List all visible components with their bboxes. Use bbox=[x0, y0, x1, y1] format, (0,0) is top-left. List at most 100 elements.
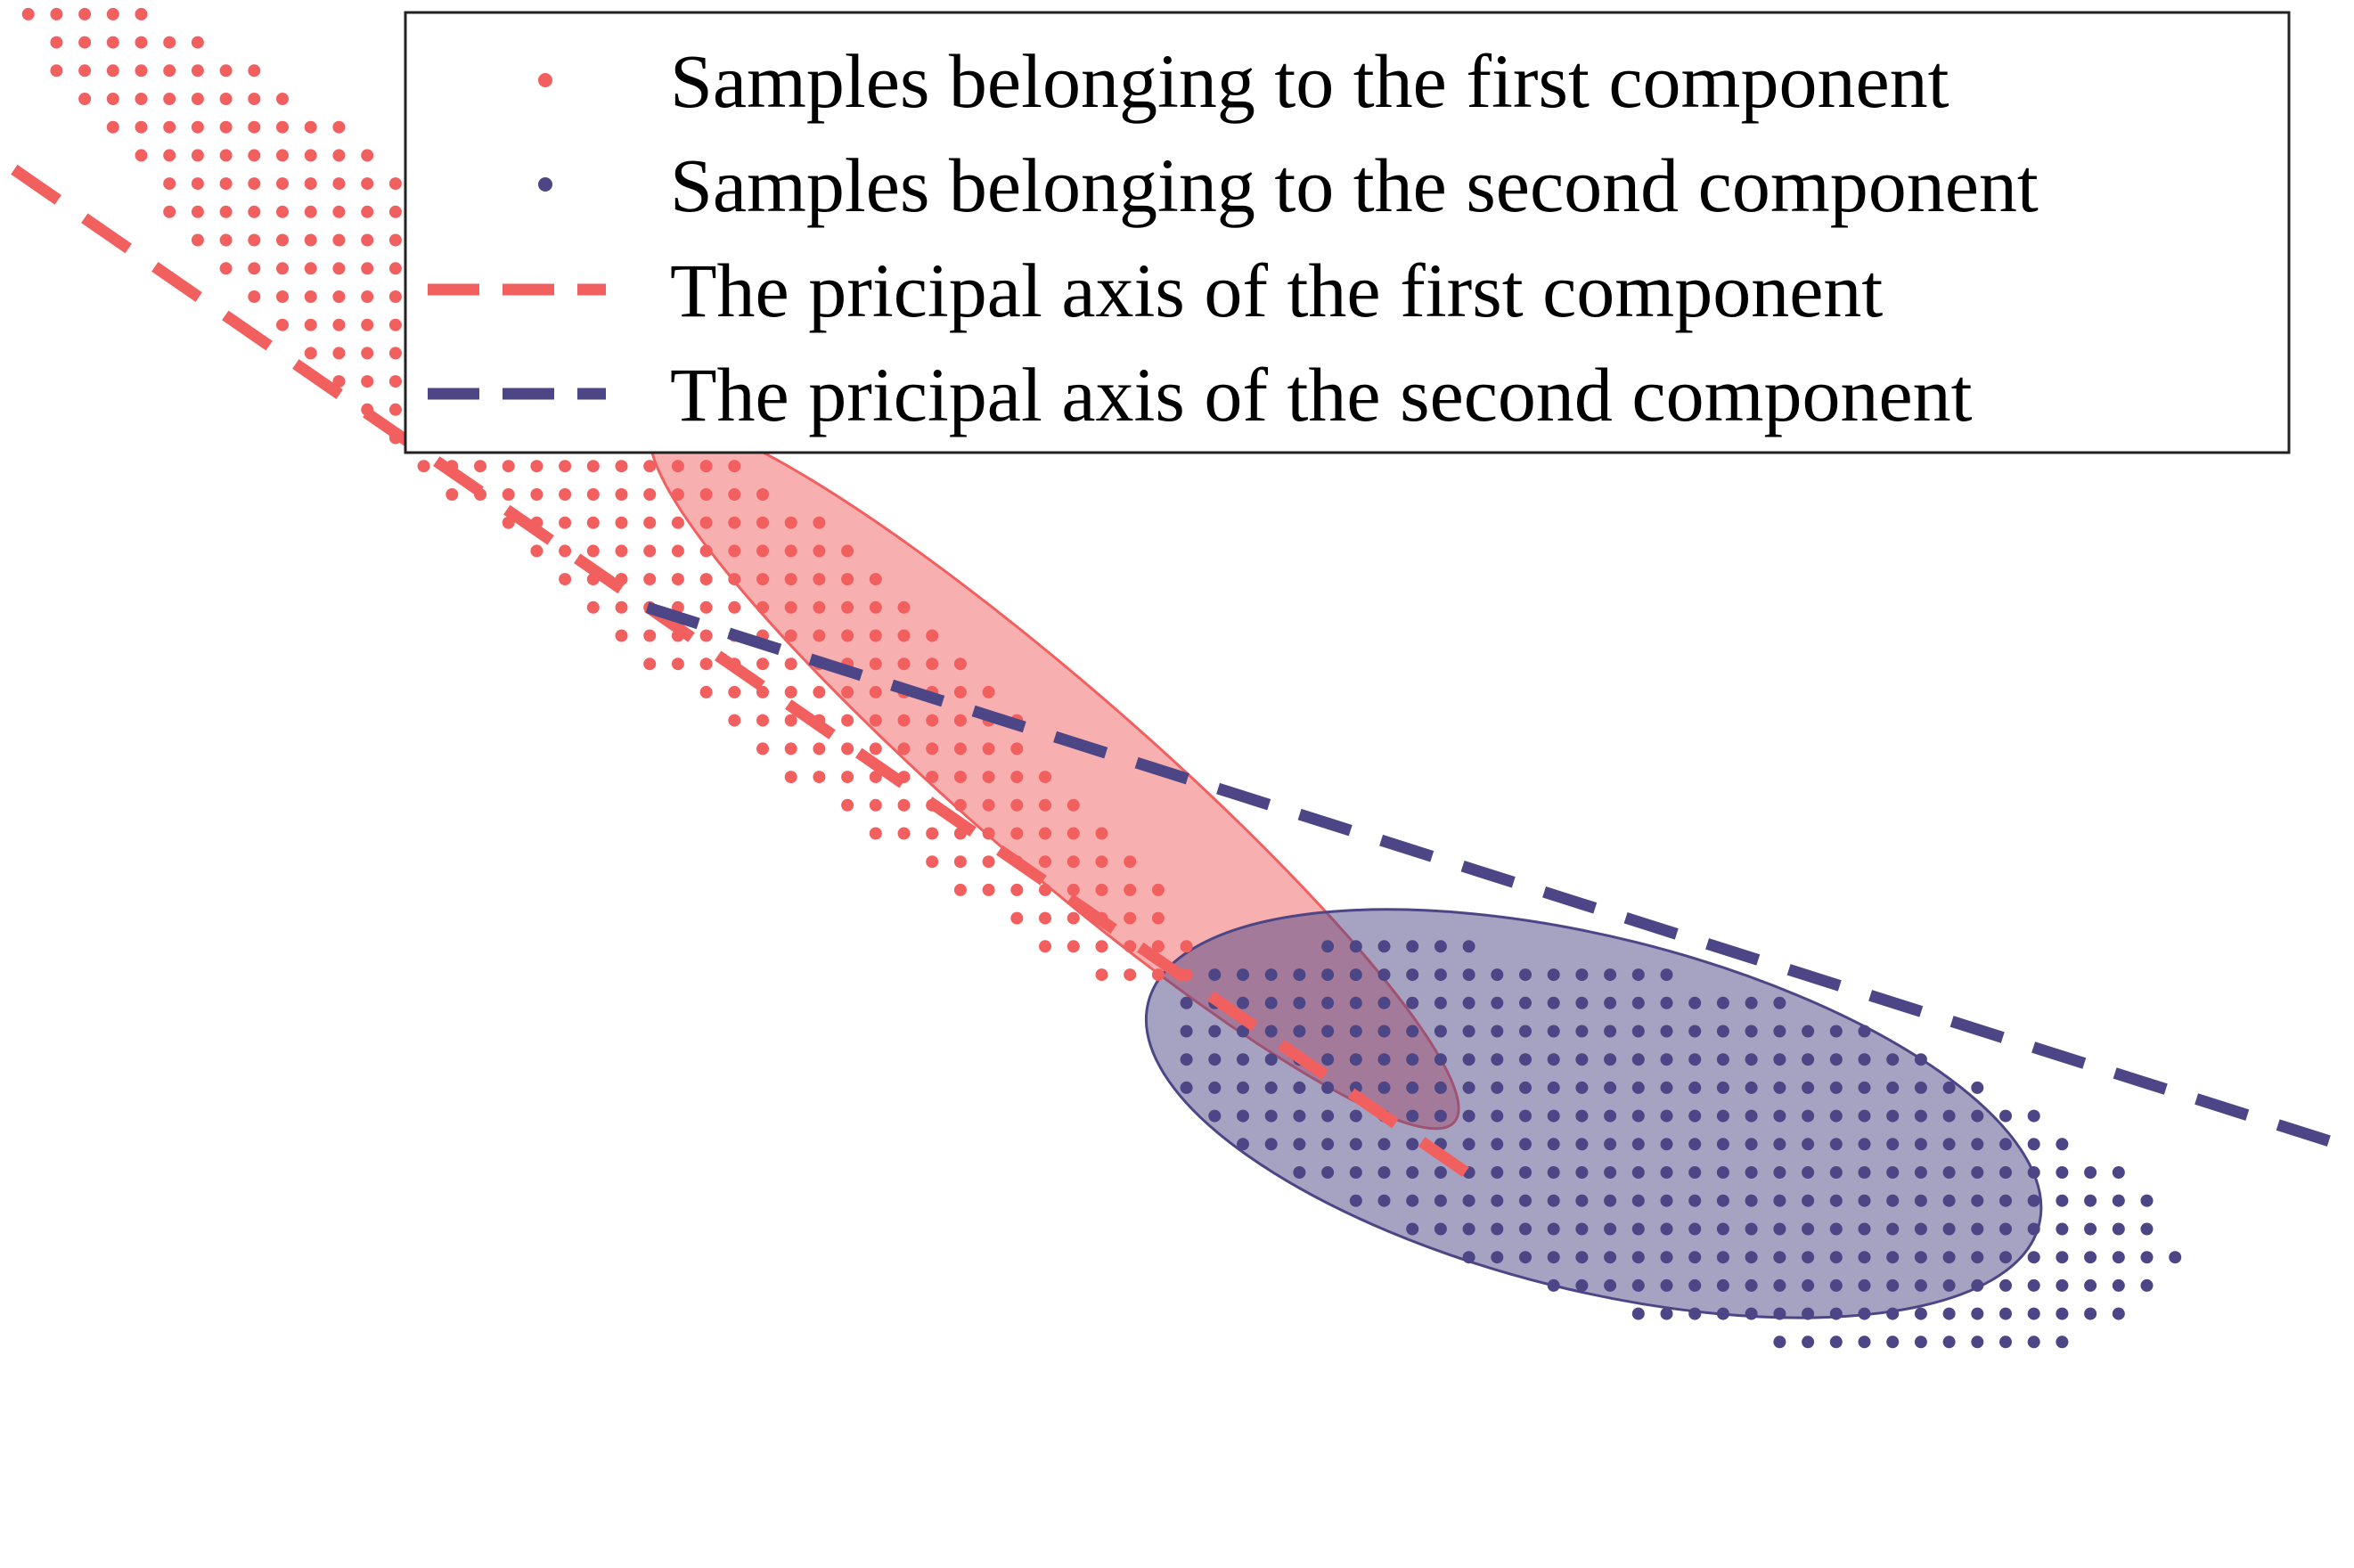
sample-point bbox=[2140, 1251, 2154, 1264]
sample-point bbox=[332, 120, 346, 134]
sample-point bbox=[671, 460, 684, 473]
legend-marker-first-samples bbox=[538, 73, 552, 87]
sample-point bbox=[1604, 1053, 1617, 1066]
sample-point bbox=[1971, 1109, 1984, 1123]
sample-point bbox=[1264, 1138, 1278, 1151]
sample-point bbox=[784, 685, 797, 698]
sample-point bbox=[1067, 940, 1080, 953]
sample-point bbox=[1716, 1109, 1729, 1123]
sample-point bbox=[248, 205, 261, 218]
sample-point bbox=[1095, 968, 1108, 982]
sample-point bbox=[1660, 1251, 1673, 1264]
sample-point bbox=[671, 657, 684, 671]
sample-point bbox=[813, 771, 826, 784]
sample-point bbox=[502, 460, 515, 473]
sample-point bbox=[1406, 1166, 1419, 1179]
sample-point bbox=[1802, 1053, 1815, 1066]
sample-point bbox=[276, 177, 289, 191]
sample-point bbox=[1999, 1307, 2012, 1320]
sample-point bbox=[728, 714, 741, 727]
sample-point bbox=[728, 544, 741, 558]
sample-point bbox=[1321, 1081, 1335, 1094]
sample-point bbox=[50, 64, 63, 78]
sample-point bbox=[982, 685, 995, 698]
sample-point bbox=[2140, 1222, 2154, 1236]
sample-point bbox=[388, 403, 402, 416]
sample-point bbox=[756, 516, 769, 529]
sample-point bbox=[784, 629, 797, 642]
sample-point bbox=[2084, 1251, 2097, 1264]
sample-point bbox=[1095, 883, 1108, 896]
sample-point bbox=[1914, 1109, 1927, 1123]
sample-point bbox=[982, 798, 995, 812]
sample-point bbox=[1377, 1194, 1391, 1207]
sample-point bbox=[586, 460, 600, 473]
sample-point bbox=[1858, 1166, 1871, 1179]
sample-point bbox=[1802, 1025, 1815, 1038]
sample-point bbox=[1942, 1335, 1956, 1349]
sample-point bbox=[1547, 1222, 1560, 1236]
sample-point bbox=[1829, 1025, 1843, 1038]
sample-point bbox=[1716, 1053, 1729, 1066]
sample-point bbox=[135, 120, 148, 134]
legend-marker-second-samples bbox=[538, 177, 552, 192]
sample-point bbox=[1773, 1194, 1786, 1207]
sample-point bbox=[1462, 1194, 1475, 1207]
sample-point bbox=[926, 855, 939, 869]
sample-point bbox=[1631, 1138, 1645, 1151]
sample-point bbox=[1745, 1138, 1758, 1151]
sample-point bbox=[1406, 1222, 1419, 1236]
sample-point bbox=[615, 544, 628, 558]
sample-point bbox=[1660, 1138, 1673, 1151]
sample-point bbox=[2056, 1307, 2069, 1320]
sample-point bbox=[1631, 1307, 1645, 1320]
sample-point bbox=[530, 544, 544, 558]
sample-point bbox=[1180, 996, 1193, 1009]
sample-point bbox=[784, 573, 797, 586]
sample-point bbox=[1886, 1222, 1900, 1236]
sample-point bbox=[1660, 996, 1673, 1009]
sample-point bbox=[1631, 1251, 1645, 1264]
sample-point bbox=[1886, 1194, 1900, 1207]
sample-point bbox=[388, 290, 402, 303]
sample-point bbox=[332, 318, 346, 331]
sample-point bbox=[926, 657, 939, 671]
sample-point bbox=[1773, 1335, 1786, 1349]
sample-point bbox=[1264, 1109, 1278, 1123]
sample-point bbox=[1208, 1081, 1222, 1094]
sample-point bbox=[1039, 883, 1051, 896]
sample-point bbox=[1067, 911, 1080, 925]
sample-point bbox=[1519, 1222, 1532, 1236]
sample-point bbox=[1547, 1138, 1560, 1151]
sample-point bbox=[219, 177, 233, 191]
sample-point bbox=[1914, 1194, 1927, 1207]
sample-point bbox=[841, 573, 854, 586]
sample-point bbox=[869, 714, 882, 727]
sample-point bbox=[1067, 798, 1080, 812]
sample-point bbox=[361, 318, 374, 331]
sample-point bbox=[1462, 996, 1475, 1009]
sample-point bbox=[1886, 1138, 1900, 1151]
sample-point bbox=[1773, 1307, 1786, 1320]
sample-point bbox=[1575, 1053, 1589, 1066]
sample-point bbox=[1491, 996, 1504, 1009]
sample-point bbox=[304, 290, 317, 303]
sample-point bbox=[1660, 968, 1673, 982]
sample-point bbox=[1802, 1166, 1815, 1179]
sample-point bbox=[1745, 1222, 1758, 1236]
sample-point bbox=[1886, 1335, 1900, 1349]
sample-point bbox=[1829, 1166, 1843, 1179]
sample-point bbox=[1547, 996, 1560, 1009]
sample-point bbox=[1802, 1138, 1815, 1151]
sample-point bbox=[191, 205, 204, 218]
sample-point bbox=[1377, 996, 1391, 1009]
sample-point bbox=[1858, 1222, 1871, 1236]
sample-point bbox=[1773, 1222, 1786, 1236]
sample-point bbox=[1886, 1251, 1900, 1264]
sample-point bbox=[1942, 1109, 1956, 1123]
sample-point bbox=[1124, 940, 1137, 953]
sample-point bbox=[982, 742, 995, 755]
sample-point bbox=[388, 262, 402, 275]
sample-point bbox=[502, 488, 515, 501]
sample-point bbox=[1264, 996, 1278, 1009]
